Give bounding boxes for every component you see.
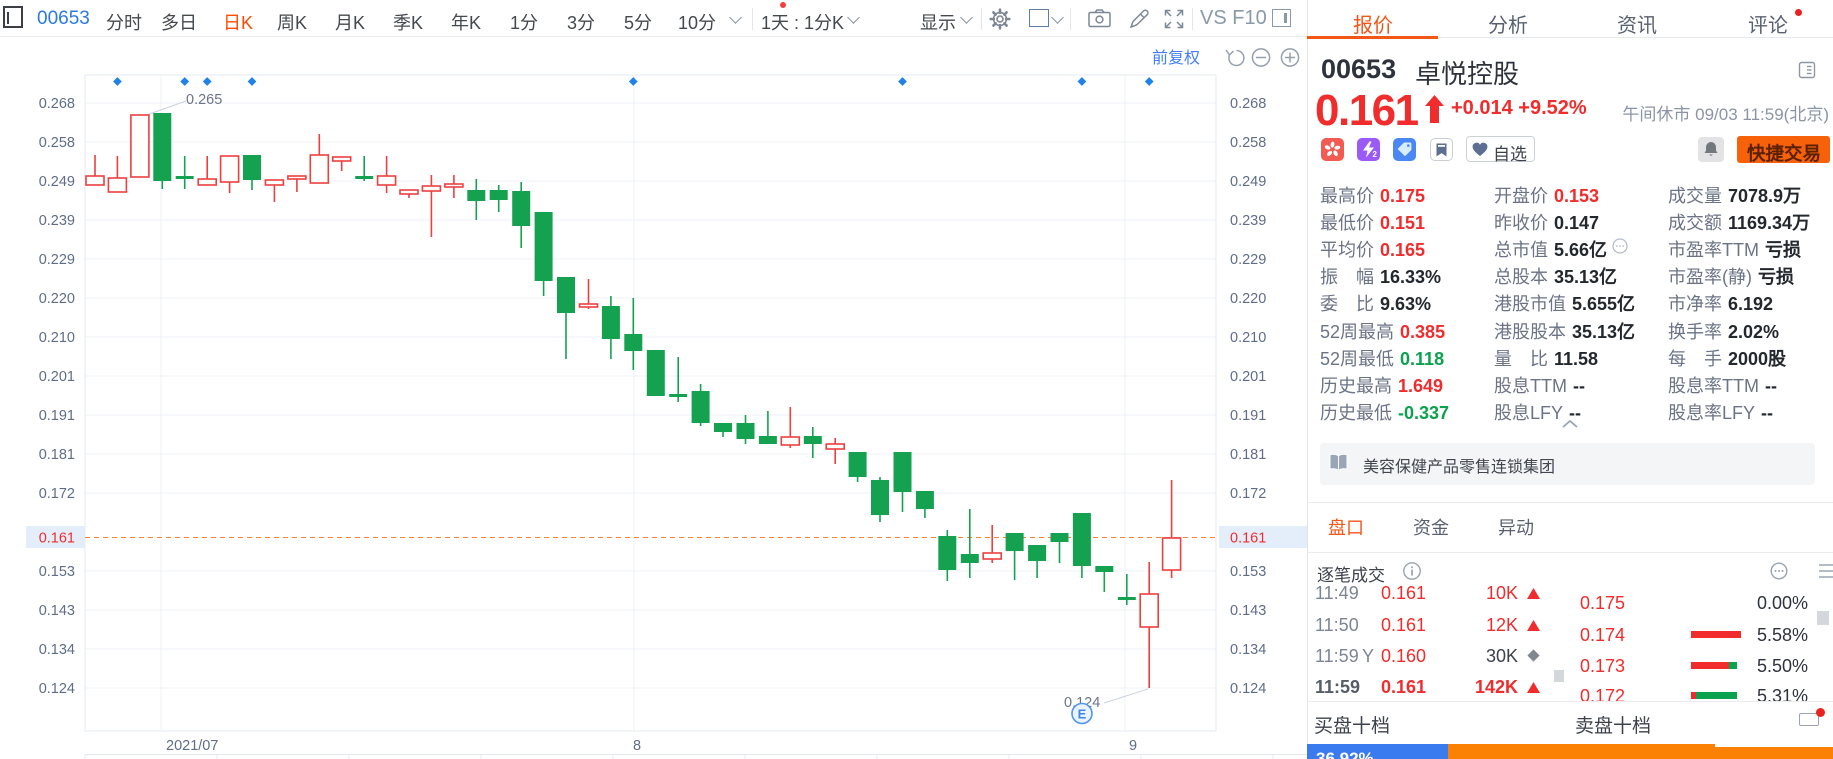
svg-text:0.249: 0.249 — [39, 174, 75, 190]
svg-text:0.134: 0.134 — [1230, 642, 1266, 658]
svg-text:0.124: 0.124 — [1230, 681, 1266, 697]
svg-text:0.124: 0.124 — [39, 681, 75, 697]
svg-text:0.143: 0.143 — [39, 603, 75, 619]
svg-text:0.229: 0.229 — [1230, 252, 1266, 268]
svg-text:0.172: 0.172 — [39, 486, 75, 502]
svg-text:0.161: 0.161 — [1230, 531, 1266, 547]
svg-text:0.265: 0.265 — [186, 92, 222, 108]
svg-text:0.181: 0.181 — [1230, 447, 1266, 463]
svg-text:0.249: 0.249 — [1230, 174, 1266, 190]
svg-text:前复权: 前复权 — [1152, 49, 1200, 67]
svg-text:0.201: 0.201 — [1230, 369, 1266, 385]
svg-text:0.153: 0.153 — [39, 564, 75, 580]
svg-text:0.258: 0.258 — [39, 135, 75, 151]
svg-text:8: 8 — [633, 738, 641, 754]
svg-text:0.229: 0.229 — [39, 252, 75, 268]
svg-text:0.239: 0.239 — [39, 213, 75, 229]
svg-text:2021/07: 2021/07 — [166, 738, 218, 754]
svg-text:0.268: 0.268 — [1230, 96, 1266, 112]
svg-text:E: E — [1078, 707, 1087, 722]
svg-text:0.191: 0.191 — [1230, 408, 1266, 424]
svg-text:0.153: 0.153 — [1230, 564, 1266, 580]
svg-text:0.191: 0.191 — [39, 408, 75, 424]
svg-text:0.210: 0.210 — [39, 330, 75, 346]
svg-text:0.239: 0.239 — [1230, 213, 1266, 229]
svg-text:2: 2 — [1373, 150, 1378, 159]
svg-text:0.143: 0.143 — [1230, 603, 1266, 619]
svg-text:0.134: 0.134 — [39, 642, 75, 658]
svg-text:0.268: 0.268 — [39, 96, 75, 112]
svg-text:0.181: 0.181 — [39, 447, 75, 463]
svg-text:9: 9 — [1129, 738, 1137, 754]
svg-text:0.220: 0.220 — [1230, 291, 1266, 307]
svg-text:0.210: 0.210 — [1230, 330, 1266, 346]
svg-text:0.220: 0.220 — [39, 291, 75, 307]
svg-text:0.161: 0.161 — [39, 531, 75, 547]
svg-text:0.258: 0.258 — [1230, 135, 1266, 151]
svg-text:0.201: 0.201 — [39, 369, 75, 385]
svg-text:0.172: 0.172 — [1230, 486, 1266, 502]
